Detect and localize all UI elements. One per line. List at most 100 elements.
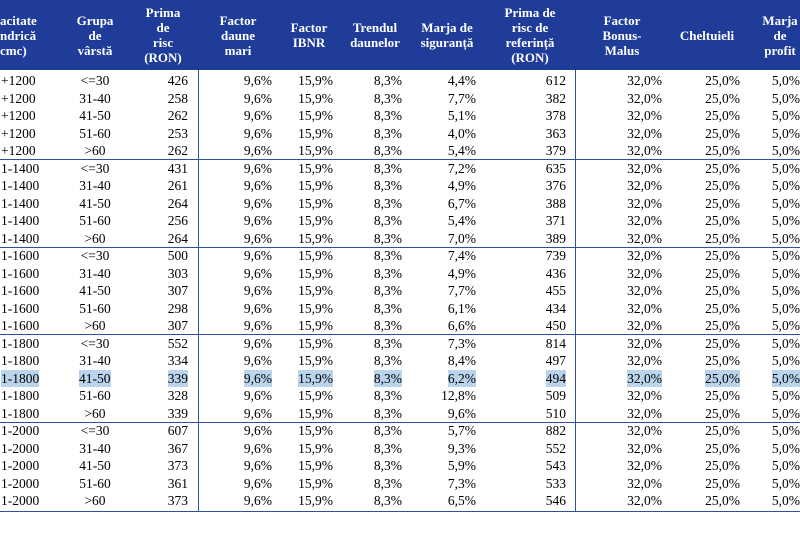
table-cell: 5,0% — [771, 458, 800, 473]
table-cell: 379 — [545, 143, 566, 158]
table-cell: 376 — [545, 178, 566, 193]
table-cell: 1-1800 — [1, 369, 40, 387]
table-cell: 25,0% — [705, 248, 740, 263]
table-cell: 15,9% — [298, 283, 333, 298]
header-line: (RON) — [511, 50, 549, 65]
table-cell: 51-60 — [79, 213, 111, 228]
table-cell: 6,1% — [447, 300, 476, 316]
header-line: Bonus- — [602, 27, 642, 43]
table-cell: 5,0% — [771, 405, 800, 421]
table-cell: 25,0% — [705, 300, 740, 316]
table-cell: 15,9% — [298, 458, 333, 473]
table-cell: 9,6% — [243, 160, 272, 176]
table-cell: 41-50 — [79, 369, 111, 387]
table-cell: 25,0% — [705, 73, 740, 88]
table-cell: 8,3% — [373, 369, 402, 387]
header-cell: Factor IBNR — [249, 0, 369, 70]
table-cell: 15,9% — [298, 318, 333, 333]
table-cell: 739 — [545, 248, 566, 263]
table-cell: 32,0% — [627, 458, 662, 473]
table-cell: 1-1600 — [1, 248, 40, 263]
table-cell: 8,3% — [373, 475, 402, 491]
table-cell: 371 — [545, 213, 566, 228]
table-cell: 5,0% — [771, 125, 800, 141]
table-cell: 8,3% — [373, 213, 402, 228]
table-cell: 32,0% — [627, 143, 662, 158]
table-cell: 8,3% — [373, 90, 402, 106]
table-cell: 25,0% — [705, 283, 740, 298]
table-cell: 9,6% — [243, 90, 272, 106]
table-cell: 8,3% — [373, 300, 402, 316]
table-cell: 8,3% — [373, 493, 402, 508]
table-cell: 4,9% — [447, 178, 476, 193]
header-line: referință — [505, 35, 555, 50]
table-cell: 5,9% — [447, 458, 476, 473]
table-cell: 552 — [167, 335, 188, 351]
table-cell: 9,6% — [243, 458, 272, 473]
table-cell: 15,9% — [298, 248, 333, 263]
table-cell: 262 — [167, 143, 188, 158]
table-cell: 5,0% — [771, 423, 800, 438]
table-cell: 25,0% — [705, 493, 740, 508]
table-cell: 25,0% — [705, 178, 740, 193]
header-line: daunelor — [350, 35, 400, 50]
table-cell: 15,9% — [298, 493, 333, 508]
table-cell: 5,0% — [771, 300, 800, 316]
table-cell: 426 — [167, 73, 188, 88]
table-cell: 9,6% — [243, 353, 272, 368]
table-cell: 253 — [167, 125, 188, 141]
table-cell: 32,0% — [627, 108, 662, 123]
table-cell: 1-1600 — [1, 283, 40, 298]
table-cell: 8,3% — [373, 283, 402, 298]
table-cell: 25,0% — [705, 195, 740, 211]
table-cell: 262 — [167, 108, 188, 123]
table-cell: 8,3% — [373, 108, 402, 123]
table-cell: 15,9% — [298, 335, 333, 351]
header-cell: Grupa de vârstă — [35, 0, 155, 70]
table-cell: 32,0% — [627, 248, 662, 263]
table-cell: 334 — [167, 353, 188, 368]
table-cell: 6,7% — [447, 195, 476, 211]
table-cell: 51-60 — [79, 125, 111, 141]
header-line: de — [156, 20, 170, 35]
table-cell: 25,0% — [705, 335, 740, 351]
table-cell: 612 — [545, 73, 566, 88]
table-cell: 431 — [167, 160, 188, 176]
table-cell: 32,0% — [627, 73, 662, 88]
header-cell: Prima de risc de referință (RON) — [470, 0, 590, 70]
table-cell: 9,6% — [243, 73, 272, 88]
table-cell: 15,9% — [298, 143, 333, 158]
table-cell: 5,0% — [771, 213, 800, 228]
table-cell: 388 — [545, 195, 566, 211]
table-cell: <=30 — [80, 423, 110, 438]
table-cell: 25,0% — [705, 405, 740, 421]
header-cell: Cheltuieli — [647, 0, 767, 70]
header-line: Malus — [604, 42, 640, 58]
table-cell: 32,0% — [627, 283, 662, 298]
table-cell: +1200 — [1, 143, 36, 158]
table-cell: 41-50 — [79, 108, 111, 123]
table-cell: 5,0% — [771, 178, 800, 193]
table-cell: 8,3% — [373, 73, 402, 88]
table-cell: 8,3% — [373, 230, 402, 246]
header-line: Marja de — [421, 20, 473, 35]
table-cell: 7,3% — [447, 475, 476, 491]
table-cell: 8,3% — [373, 195, 402, 211]
table-cell: 32,0% — [627, 178, 662, 193]
table-cell: +1200 — [1, 125, 36, 141]
table-cell: 32,0% — [627, 230, 662, 246]
table-cell: 9,6% — [243, 108, 272, 123]
table-cell: 32,0% — [627, 405, 662, 421]
table-cell: >60 — [84, 230, 106, 246]
table-cell: 51-60 — [79, 300, 111, 316]
table-cell: 32,0% — [627, 125, 662, 141]
table-cell: 15,9% — [298, 73, 333, 88]
table-cell: 8,3% — [373, 318, 402, 333]
table-cell: 373 — [167, 458, 188, 473]
table-cell: >60 — [84, 318, 106, 333]
table-cell: 7,4% — [447, 248, 476, 263]
table-cell: 9,6% — [243, 265, 272, 281]
table-cell: <=30 — [80, 160, 110, 176]
table-bottom-border — [0, 510, 800, 512]
table-cell: 9,6% — [243, 335, 272, 351]
